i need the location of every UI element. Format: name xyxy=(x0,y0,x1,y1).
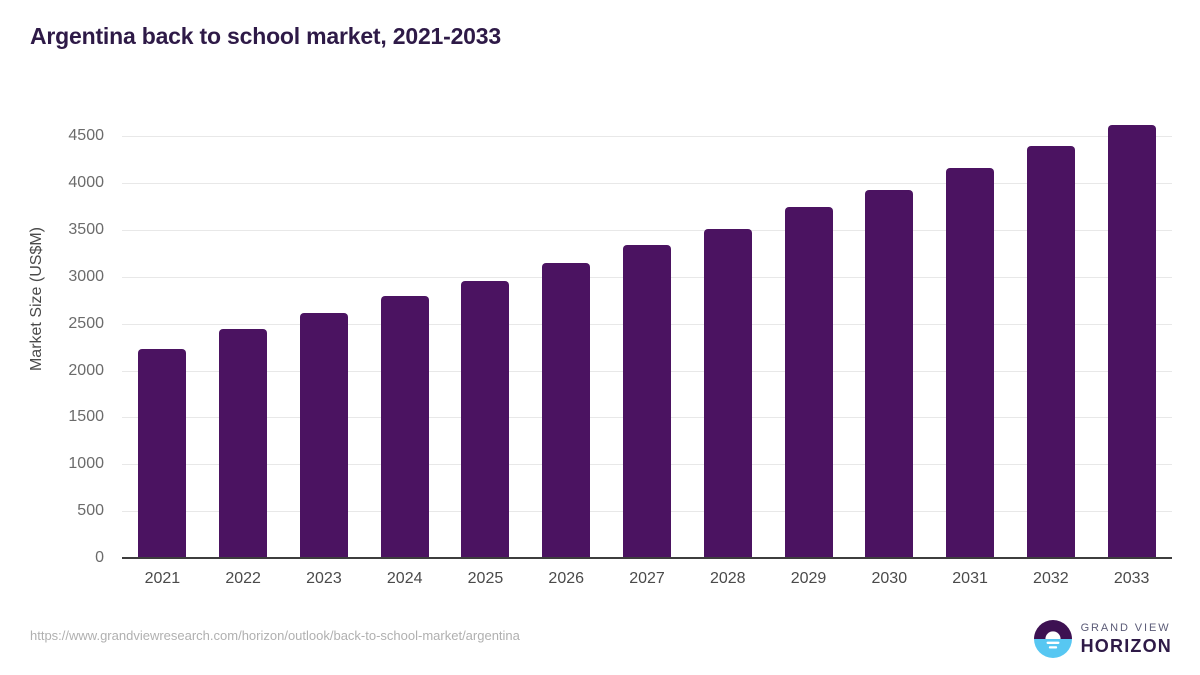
sun-over-horizon-icon xyxy=(1033,620,1072,658)
y-tick-label: 500 xyxy=(77,502,104,520)
page-title: Argentina back to school market, 2021-20… xyxy=(30,23,501,49)
gridline xyxy=(122,136,1172,138)
y-tick-label: 1500 xyxy=(68,408,104,426)
gridline xyxy=(122,183,1172,184)
x-tick-label: 2032 xyxy=(1033,570,1069,587)
x-tick-label: 2023 xyxy=(306,570,342,587)
x-axis-line xyxy=(122,557,1172,559)
x-axis-tick-labels: 2021 2022 2023 2024 2025 2026 2027 2028 2029 2030… xyxy=(122,570,1172,598)
y-tick-label: 4000 xyxy=(68,174,104,191)
x-tick-label: 2021 xyxy=(144,570,181,587)
x-tick-label: 2027 xyxy=(629,570,665,587)
y-tick-label: 3000 xyxy=(68,267,104,285)
y-tick-label: 2000 xyxy=(68,361,104,379)
y-tick-label: 4500 xyxy=(68,127,104,145)
bar[interactable] xyxy=(1026,146,1075,558)
bar[interactable] xyxy=(380,296,429,558)
bar[interactable] xyxy=(138,348,187,558)
y-tick-label: 3500 xyxy=(68,220,104,238)
x-tick-label: 2025 xyxy=(467,570,504,587)
y-axis-tick-labels: 0 500 1000 1500 2000 2500 3000 3500 4000 4500 xyxy=(42,108,104,566)
brand-logo-line-2: HORIZON xyxy=(1080,636,1172,656)
bar[interactable] xyxy=(542,262,591,558)
source-url[interactable]: https://www.grandviewresearch.com/horizo… xyxy=(30,628,520,643)
y-tick-label: 1000 xyxy=(68,455,104,473)
bar[interactable] xyxy=(865,189,914,558)
bar[interactable] xyxy=(1107,124,1156,558)
x-tick-label: 2033 xyxy=(1113,570,1150,587)
y-axis-title: Market Size (US$M) xyxy=(28,226,45,372)
brand-logo-line-1: GRAND VIEW xyxy=(1080,622,1171,634)
bar[interactable] xyxy=(703,228,752,558)
x-tick-label: 2029 xyxy=(790,570,827,587)
bar[interactable] xyxy=(299,313,348,558)
x-tick-label: 2026 xyxy=(548,570,585,587)
gridline xyxy=(122,229,1172,231)
x-tick-label: 2028 xyxy=(709,570,746,587)
bar[interactable] xyxy=(219,329,268,558)
x-tick-label: 2031 xyxy=(952,570,988,587)
x-tick-label: 2022 xyxy=(225,570,261,587)
bar[interactable] xyxy=(784,207,833,558)
plot-area xyxy=(122,108,1172,558)
x-tick-label: 2024 xyxy=(386,570,423,587)
bar[interactable] xyxy=(946,168,995,558)
brand-logo-text: GRAND VIEW HORIZON xyxy=(1080,622,1172,656)
brand-logo[interactable]: GRAND VIEW HORIZON xyxy=(1033,620,1172,658)
x-tick-label: 2030 xyxy=(871,570,908,587)
bar[interactable] xyxy=(461,280,510,558)
y-tick-label: 2500 xyxy=(68,314,104,332)
y-tick-label: 0 xyxy=(95,549,104,566)
bar[interactable] xyxy=(623,244,671,558)
